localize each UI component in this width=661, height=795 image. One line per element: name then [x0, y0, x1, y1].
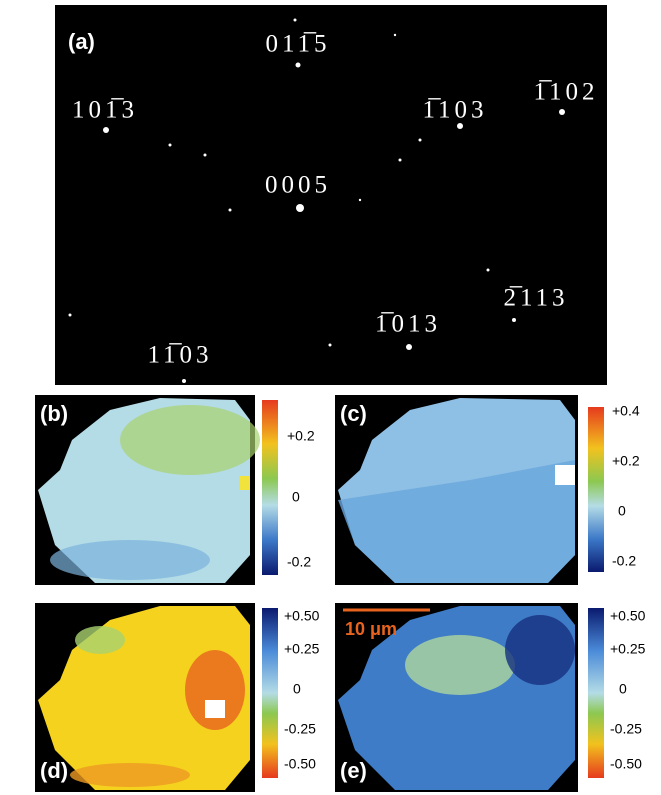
- colorbar-label: +0.2: [612, 453, 640, 469]
- colorbar-label: 0: [292, 489, 300, 505]
- spot-index: 011̅5: [265, 31, 330, 58]
- colorbar-label: 0: [293, 681, 301, 697]
- colorbar: [588, 407, 604, 572]
- colorbar-label: -0.2: [287, 554, 311, 570]
- scale-bar-label: 10 μm: [345, 619, 397, 639]
- colorbar-label: +0.25: [284, 641, 320, 657]
- spot-index: 1̅103: [422, 97, 487, 124]
- panel-label: (d): [40, 758, 68, 783]
- colorbar: [262, 400, 278, 575]
- spot-index: 1̅013: [375, 311, 441, 338]
- colorbar: [262, 608, 278, 778]
- spot-index: 2̅113: [503, 285, 568, 312]
- panel-label: (e): [340, 758, 367, 783]
- colorbar-label: +0.2: [287, 428, 315, 444]
- colorbar: [588, 608, 604, 778]
- colorbar-label: -0.25: [610, 721, 642, 737]
- spots: [68, 18, 565, 383]
- colorbar-label: +0.4: [612, 403, 640, 419]
- colorbar-label: -0.25: [284, 721, 316, 737]
- diffraction-pattern: [55, 5, 607, 385]
- colorbar-label: -0.50: [284, 756, 316, 772]
- panel-label: (b): [40, 401, 68, 426]
- colorbar-label: -0.50: [610, 756, 642, 772]
- spot-index: 101̅3: [72, 97, 138, 124]
- colorbar-label: +0.50: [610, 608, 646, 624]
- colorbar-label: 0: [619, 681, 627, 697]
- spot-index: 0005: [265, 172, 331, 199]
- colorbar-label: 0: [618, 503, 626, 519]
- spot-index: 11̅03: [147, 342, 212, 369]
- colorbar-label: -0.2: [612, 553, 636, 569]
- panel-label: (a): [68, 29, 95, 54]
- colorbar-label: +0.50: [284, 608, 320, 624]
- colorbar-label: +0.25: [610, 641, 646, 657]
- panel-label: (c): [340, 401, 367, 426]
- spot-index: 1̅102: [533, 79, 598, 106]
